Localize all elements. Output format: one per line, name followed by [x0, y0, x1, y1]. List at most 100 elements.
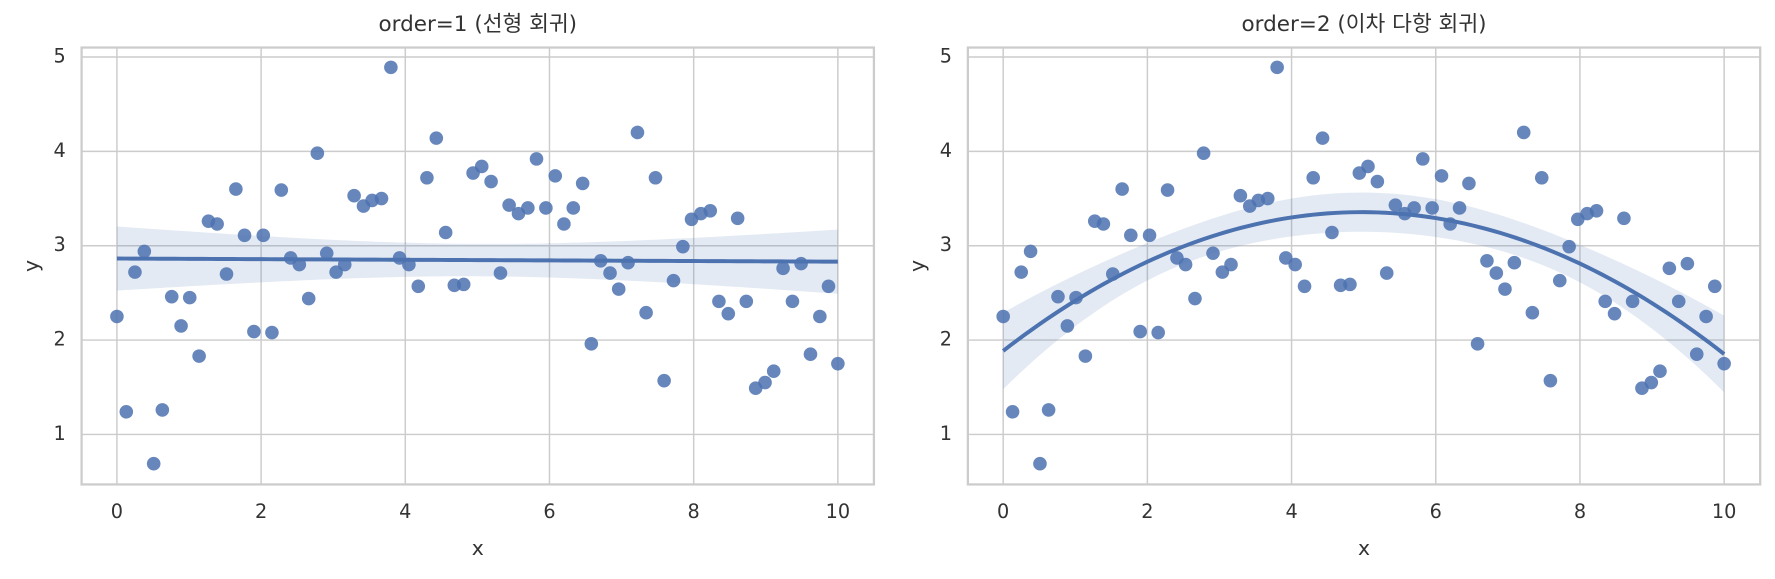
scatter-point	[174, 319, 188, 333]
scatter-point	[1005, 404, 1020, 419]
scatter-point	[657, 373, 671, 388]
scatter-point	[1133, 324, 1147, 339]
scatter-point	[229, 182, 243, 196]
scatter-point	[1598, 294, 1612, 309]
scatter-point	[666, 273, 681, 288]
scatter-point	[1470, 337, 1485, 351]
scatter-point	[996, 309, 1010, 324]
scatter-point	[1617, 211, 1631, 226]
x-tick-label: 6	[1430, 500, 1442, 523]
scatter-point	[1552, 273, 1567, 288]
scatter-point	[493, 266, 508, 280]
x-tick-label: 10	[826, 500, 850, 523]
y-axis-label: y	[905, 260, 929, 272]
scatter-point	[1315, 131, 1330, 145]
x-tick-label: 2	[255, 500, 267, 523]
scatter-point	[803, 347, 818, 362]
scatter-point	[566, 201, 581, 215]
scatter-point	[639, 305, 653, 320]
scatter-point	[557, 217, 571, 231]
y-tick-label: 1	[53, 422, 65, 445]
scatter-point	[1343, 277, 1357, 292]
y-tick-label: 2	[940, 328, 952, 351]
scatter-point	[575, 176, 590, 191]
y-tick-label: 3	[53, 233, 65, 256]
x-tick-label: 8	[1574, 500, 1586, 523]
y-tick-label: 3	[940, 233, 952, 256]
scatter-point	[182, 290, 197, 305]
x-tick-label: 10	[1712, 500, 1736, 523]
x-tick-label: 0	[111, 500, 123, 523]
scatter-point	[210, 217, 224, 231]
y-axis-label: y	[19, 260, 43, 272]
scatter-point	[794, 256, 808, 271]
scatter-point	[648, 170, 663, 185]
scatter-point	[703, 203, 718, 218]
scatter-point	[319, 246, 334, 261]
scatter-point	[119, 404, 134, 419]
scatter-point	[1662, 261, 1677, 276]
scatter-point	[146, 456, 161, 471]
scatter-point	[310, 146, 325, 161]
scatter-point	[1224, 257, 1238, 272]
scatter-point	[137, 244, 152, 259]
scatter-point	[1124, 228, 1138, 243]
scatter-point	[1434, 169, 1449, 183]
x-tick-label: 4	[1285, 500, 1297, 523]
scatter-point	[529, 152, 544, 166]
scatter-point	[274, 183, 289, 197]
scatter-point	[1142, 228, 1157, 243]
scatter-point	[1270, 60, 1284, 75]
scatter-point	[110, 309, 124, 324]
scatter-point	[630, 125, 645, 140]
scatter-point	[1041, 403, 1056, 417]
ci-band	[1003, 192, 1725, 393]
scatter-point	[1160, 183, 1175, 197]
x-axis-label: x	[472, 536, 484, 560]
scatter-point	[1707, 279, 1722, 294]
scatter-point	[831, 356, 845, 371]
scatter-point	[721, 306, 736, 321]
scatter-point	[484, 174, 498, 189]
axes-frame	[966, 46, 1762, 486]
scatter-point	[265, 325, 279, 340]
scatter-point	[1671, 294, 1686, 309]
scatter-point	[1233, 188, 1248, 203]
y-tick-label: 5	[53, 44, 65, 67]
scatter-point	[1388, 198, 1403, 212]
scatter-point	[474, 159, 489, 174]
scatter-point	[776, 261, 790, 276]
scatter-point	[1361, 159, 1375, 174]
scatter-point	[1462, 176, 1476, 191]
y-tick-label: 4	[53, 139, 65, 162]
scatter-point	[758, 375, 772, 390]
scatter-point	[1507, 255, 1522, 270]
scatter-point	[429, 131, 444, 145]
scatter-point	[1033, 456, 1047, 471]
scatter-point	[1115, 182, 1129, 196]
scatter-point	[164, 289, 179, 304]
scatter-point	[1260, 191, 1275, 206]
regression-line	[1001, 210, 1726, 356]
scatter-point	[1370, 174, 1385, 189]
scatter-point	[1425, 201, 1439, 215]
scatter-point	[384, 60, 398, 75]
scatter-point	[1297, 279, 1312, 294]
scatter-point	[766, 364, 781, 379]
scatter-point	[1178, 257, 1193, 272]
scatter-point	[456, 277, 471, 292]
scatter-point	[502, 198, 516, 212]
regression-line	[116, 256, 838, 264]
x-tick-label: 4	[399, 500, 411, 523]
x-tick-label: 0	[997, 500, 1009, 523]
scatter-point	[1325, 225, 1339, 240]
scatter-point	[1151, 325, 1165, 340]
scatter-point	[785, 294, 800, 309]
scatter-point	[1060, 319, 1075, 333]
scatter-point	[247, 324, 261, 339]
scatter-point	[1589, 203, 1604, 218]
